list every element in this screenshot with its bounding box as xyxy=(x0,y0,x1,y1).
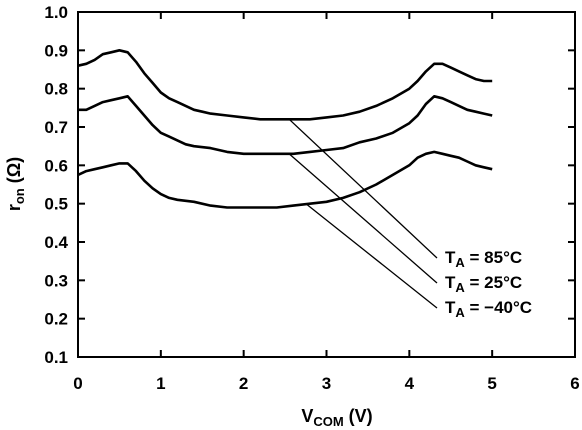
series-label-rest: = 25°C xyxy=(465,273,522,292)
tick-labels: 0 1 2 3 4 5 6 0.1 0.2 0.3 0.4 0.5 0.6 0.7 0.8 0.9 1.0 xyxy=(44,3,579,393)
x-tick-label: 2 xyxy=(239,374,248,393)
series-label-sub: A xyxy=(455,280,465,295)
x-tick-label: 3 xyxy=(322,374,331,393)
x-axis-label: VCOM (V) xyxy=(301,406,372,429)
x-tick-label: 6 xyxy=(570,374,579,393)
y-tick-label: 0.5 xyxy=(44,195,68,214)
x-tick-label: 4 xyxy=(405,374,415,393)
series-label-main: T xyxy=(445,273,456,292)
series-label-2: TA = −40°C xyxy=(445,298,532,320)
ticks xyxy=(77,11,576,358)
y-tick-label: 0.6 xyxy=(44,156,68,175)
y-axis-label: ron (Ω) xyxy=(4,157,27,211)
series-label-rest: = 85°C xyxy=(465,248,522,267)
y-tick-label: 0.1 xyxy=(44,348,68,367)
annotation-lines xyxy=(288,118,438,309)
series-line-2 xyxy=(77,150,493,209)
series-lines xyxy=(77,49,493,209)
series-label-sub: A xyxy=(455,305,465,320)
x-axis-label-main: V xyxy=(301,406,313,426)
y-tick-label: 0.9 xyxy=(44,41,68,60)
y-tick-label: 0.3 xyxy=(44,271,68,290)
y-tick-label: 0.2 xyxy=(44,310,68,329)
x-axis-label-unit: (V) xyxy=(344,406,373,426)
y-axis-label-sub: on xyxy=(12,188,27,204)
series-line-0 xyxy=(77,49,493,121)
y-axis-label-main: r xyxy=(4,204,24,211)
leader-line-1 xyxy=(288,153,438,284)
y-tick-label: 0.4 xyxy=(44,233,68,252)
x-tick-label: 5 xyxy=(487,374,496,393)
y-axis-label-unit: (Ω) xyxy=(4,157,24,188)
leader-line-2 xyxy=(305,203,438,309)
legend-labels: TA = 85°CTA = 25°CTA = −40°C xyxy=(445,248,532,320)
leader-line-0 xyxy=(288,118,438,259)
y-tick-label: 0.7 xyxy=(44,118,68,137)
x-axis-label-sub: COM xyxy=(313,414,343,429)
y-tick-label: 0.8 xyxy=(44,80,68,99)
series-line-1 xyxy=(78,95,493,156)
x-tick-label: 1 xyxy=(156,374,165,393)
series-label-main: T xyxy=(445,298,456,317)
series-label-main: T xyxy=(445,248,456,267)
series-label-sub: A xyxy=(455,255,465,270)
series-label-1: TA = 25°C xyxy=(445,273,522,295)
x-tick-label: 0 xyxy=(73,374,82,393)
series-label-0: TA = 85°C xyxy=(445,248,522,270)
y-tick-label: 1.0 xyxy=(44,3,68,22)
series-label-rest: = −40°C xyxy=(465,298,532,317)
